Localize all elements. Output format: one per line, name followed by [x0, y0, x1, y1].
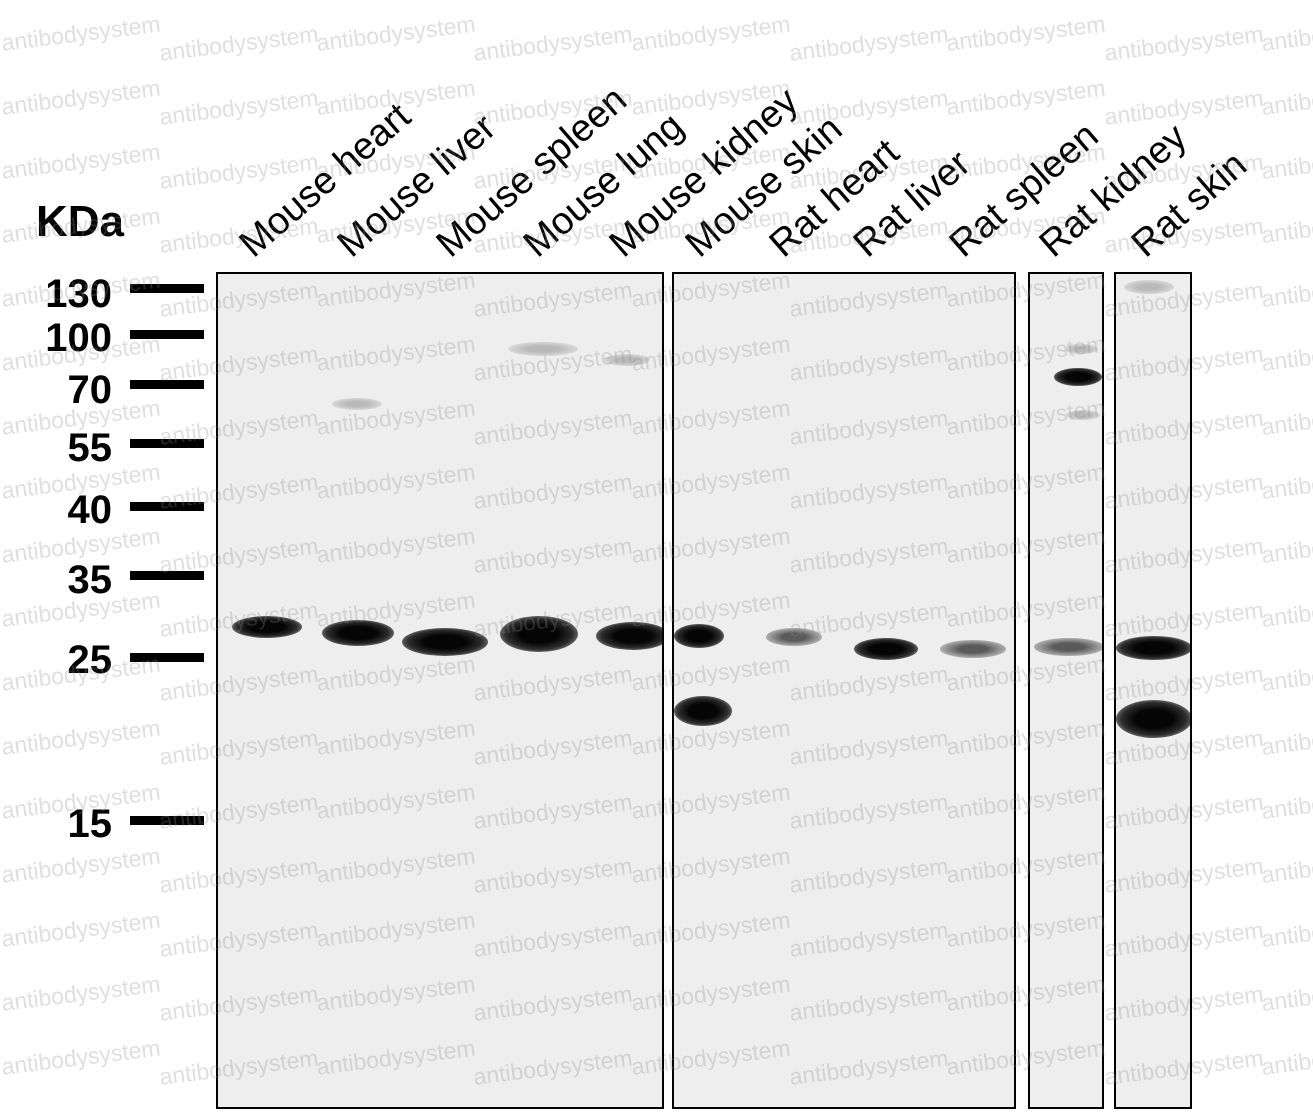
band-mouse-lung-27kda — [500, 616, 578, 652]
watermark-text: antibodysystem — [1260, 394, 1313, 440]
band-mouse-liver-27kda — [322, 620, 394, 646]
watermark-text: antibodysystem — [945, 74, 1107, 120]
watermark-text: antibodysystem — [1260, 1034, 1313, 1080]
kda-axis-title: KDa — [36, 197, 125, 246]
watermark-text: antibodysystem — [1260, 778, 1313, 824]
band-rat-skin-27kda — [1116, 636, 1190, 660]
watermark-text: antibodysystem — [1260, 522, 1313, 568]
band-rat-heart-27kda — [766, 628, 822, 646]
marker-tick-15 — [130, 816, 204, 825]
marker-label-35: 35 — [67, 558, 113, 602]
band-rat-skin-130kda — [1124, 280, 1174, 294]
watermark-text: antibodysystem — [1260, 586, 1313, 632]
watermark-text: antibodysystem — [1260, 266, 1313, 312]
marker-tick-25 — [130, 653, 204, 662]
watermark-text: antibodysystem — [1260, 138, 1313, 184]
band-mouse-lung-100kda — [508, 342, 578, 356]
band-mouse-liver-65kda — [332, 398, 382, 410]
watermark-text: antibodysystem — [0, 970, 162, 1016]
watermark-text: antibodysystem — [1260, 330, 1313, 376]
marker-label-25: 25 — [67, 638, 113, 682]
watermark-text: antibodysystem — [1260, 202, 1313, 248]
blot-panel-4 — [1114, 272, 1192, 1109]
band-mouse-skin-27kda — [674, 624, 724, 648]
watermark-text: antibodysystem — [0, 714, 162, 760]
watermark-text: antibodysystem — [158, 20, 320, 66]
watermark-text: antibodysystem — [1260, 458, 1313, 504]
blot-panel-3 — [1028, 272, 1104, 1109]
band-mouse-heart-27kda — [232, 616, 302, 638]
watermark-text: antibodysystem — [315, 10, 477, 56]
band-rat-kidney-90kda — [1064, 344, 1098, 354]
marker-label-130: 130 — [45, 272, 112, 316]
watermark-text: antibodysystem — [1260, 906, 1313, 952]
watermark-text: antibodysystem — [0, 1034, 162, 1080]
marker-label-55: 55 — [67, 426, 113, 470]
watermark-text: antibodysystem — [1260, 650, 1313, 696]
watermark-text: antibodysystem — [0, 842, 162, 888]
watermark-text: antibodysystem — [630, 10, 792, 56]
band-rat-kidney-60kda — [1066, 410, 1100, 420]
band-mouse-kidney-27kda — [596, 622, 662, 650]
marker-tick-40 — [130, 502, 204, 511]
watermark-text: antibodysystem — [1103, 20, 1265, 66]
band-rat-kidney-27kda — [1034, 638, 1102, 656]
blot-panel-2 — [672, 272, 1016, 1109]
marker-label-70: 70 — [67, 368, 113, 412]
band-rat-spleen-27kda — [940, 640, 1006, 658]
watermark-text: antibodysystem — [0, 74, 162, 120]
watermark-text: antibodysystem — [1260, 10, 1313, 56]
band-rat-liver-27kda — [854, 638, 918, 660]
watermark-text: antibodysystem — [472, 20, 634, 66]
marker-label-15: 15 — [67, 802, 113, 846]
marker-tick-130 — [130, 284, 204, 293]
band-mouse-spleen-27kda — [402, 628, 488, 656]
watermark-text: antibodysystem — [1260, 970, 1313, 1016]
band-mouse-kidney-95kda — [604, 354, 650, 366]
marker-tick-100 — [130, 330, 204, 339]
watermark-text: antibodysystem — [1103, 84, 1265, 130]
marker-tick-70 — [130, 380, 204, 389]
band-mouse-skin-20kda — [674, 696, 732, 726]
band-rat-skin-20kda — [1116, 700, 1190, 738]
watermark-text: antibodysystem — [0, 138, 162, 184]
band-rat-kidney-75kda — [1054, 368, 1102, 386]
watermark-text: antibodysystem — [0, 10, 162, 56]
marker-label-100: 100 — [45, 316, 112, 360]
marker-tick-35 — [130, 571, 204, 580]
marker-tick-55 — [130, 439, 204, 448]
watermark-text: antibodysystem — [158, 84, 320, 130]
marker-label-40: 40 — [67, 488, 113, 532]
watermark-text: antibodysystem — [0, 906, 162, 952]
watermark-text: antibodysystem — [945, 10, 1107, 56]
watermark-text: antibodysystem — [1260, 714, 1313, 760]
watermark-text: antibodysystem — [788, 20, 950, 66]
watermark-text: antibodysystem — [1260, 74, 1313, 120]
watermark-text: antibodysystem — [1260, 842, 1313, 888]
blot-panel-1 — [216, 272, 664, 1109]
